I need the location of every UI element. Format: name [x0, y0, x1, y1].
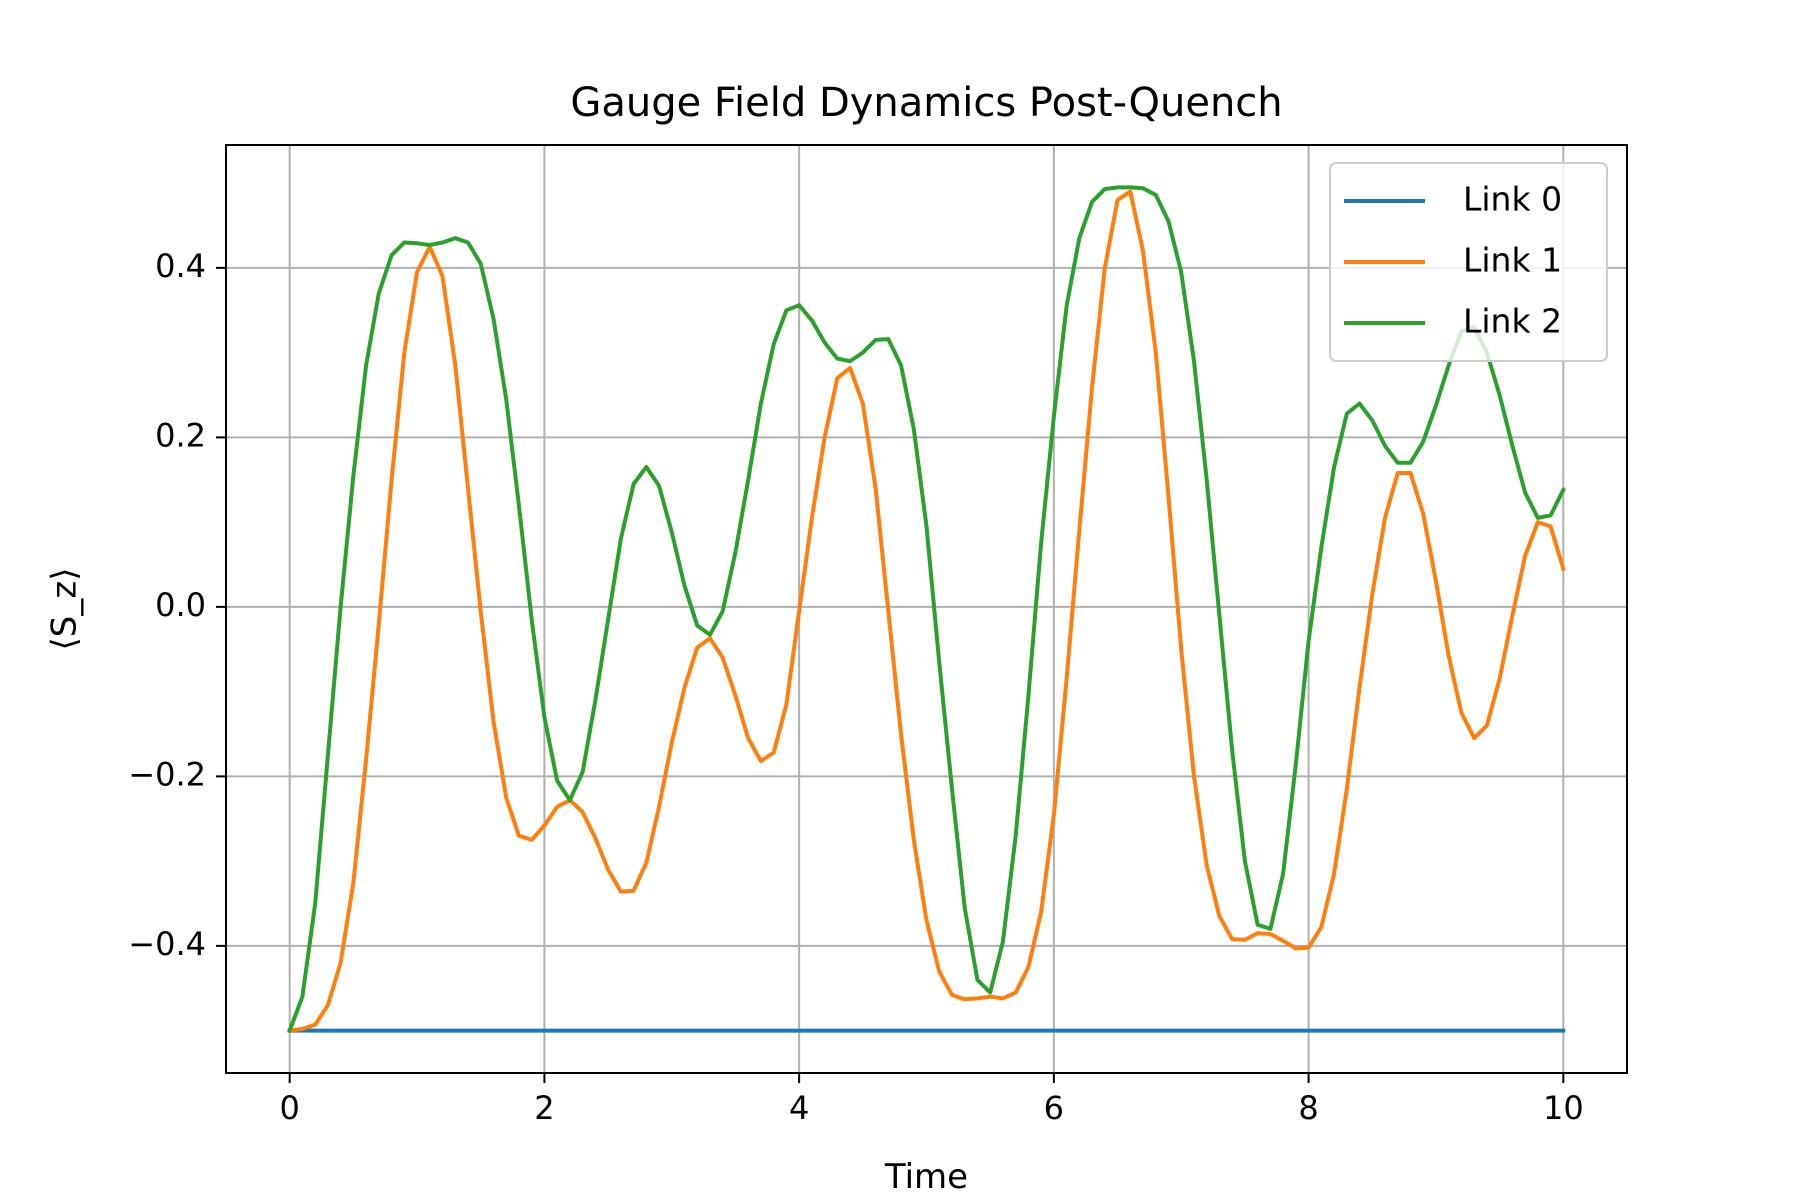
series-line-link-2	[287, 185, 1566, 1034]
y-tick-label: 0.0	[155, 586, 206, 624]
y-tick-label: 0.2	[155, 416, 206, 454]
x-tick-label: 8	[1298, 1089, 1318, 1127]
y-axis-label: ⟨S_z⟩	[45, 568, 85, 651]
plot-frame	[225, 144, 1628, 1074]
legend-label-link-0: Link 0	[1463, 180, 1562, 219]
series-line-link-1	[287, 189, 1566, 1033]
legend-box	[1329, 162, 1608, 362]
x-tick-label: 10	[1543, 1089, 1584, 1127]
x-tick-label: 4	[789, 1089, 809, 1127]
y-tick-label: 0.4	[155, 247, 206, 285]
chart-title: Gauge Field Dynamics Post-Quench	[570, 80, 1282, 126]
legend-label-link-1: Link 1	[1463, 241, 1562, 280]
y-tick-label: −0.2	[128, 755, 206, 793]
ticks-layer: 0 2 4 6 8 10 −0.4 −0.2 0.0 0.2 0.4	[128, 247, 1583, 1127]
legend: Link 0 Link 1 Link 2	[1329, 162, 1608, 362]
x-axis-label: Time	[884, 1157, 968, 1197]
x-tick-label: 2	[534, 1089, 554, 1127]
legend-label-link-2: Link 2	[1463, 302, 1562, 341]
lines-layer	[287, 185, 1566, 1034]
x-tick-label: 6	[1044, 1089, 1064, 1127]
x-tick-label: 0	[280, 1089, 300, 1127]
y-tick-label: −0.4	[128, 925, 206, 963]
